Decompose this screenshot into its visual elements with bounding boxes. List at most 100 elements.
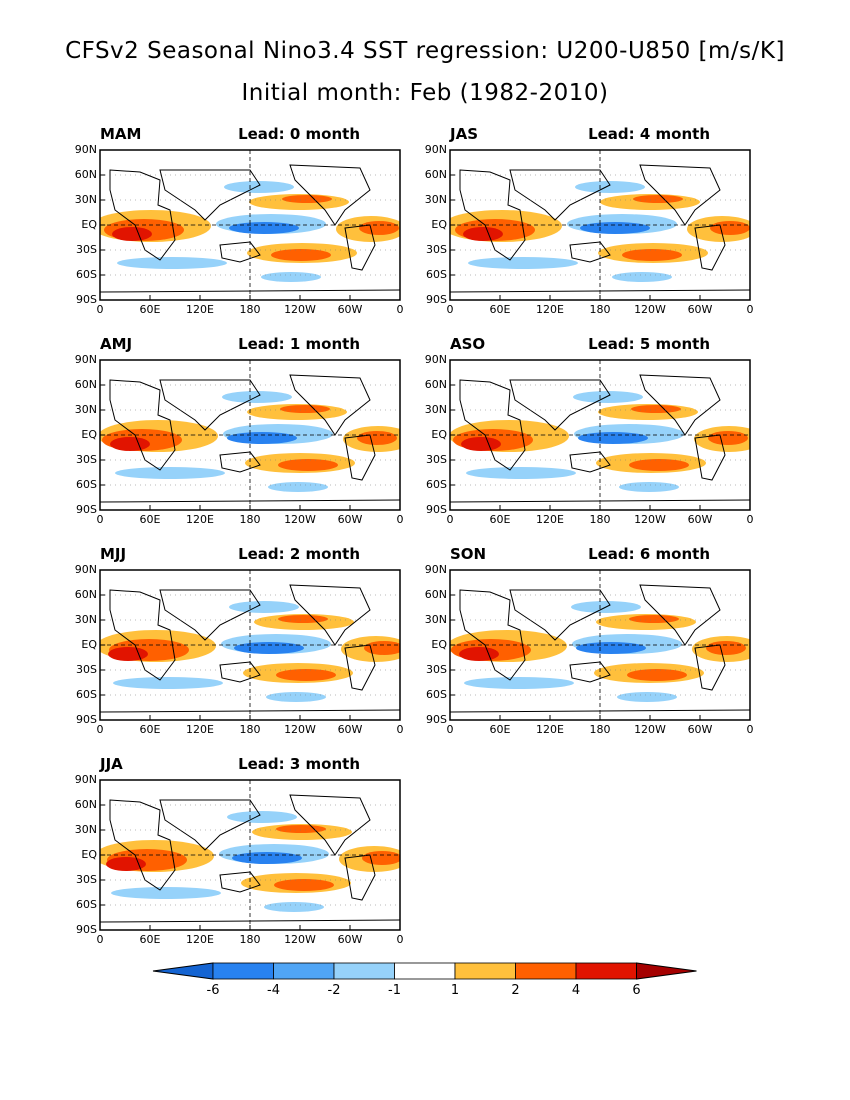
panel-lead-label: Lead: 0 month (238, 125, 360, 143)
anomaly-region (227, 811, 297, 823)
panel-season-label: ASO (450, 335, 486, 353)
x-tick-label: 180 (239, 723, 261, 736)
panel-map (99, 149, 401, 301)
y-tick-label: EQ (81, 428, 97, 441)
x-tick-label: 180 (589, 723, 611, 736)
panel-mam: MAM Lead: 0 month 90N 60N 30N EQ 30S 60S 90S 0 60E… (60, 125, 404, 325)
x-tick-label: 180 (239, 513, 261, 526)
x-tick-label: 120W (634, 513, 666, 526)
panel-lead-label: Lead: 4 month (588, 125, 710, 143)
y-tick-label: 90N (424, 353, 447, 366)
colorbar-bin (515, 962, 577, 980)
x-tick-label: 120E (186, 933, 214, 946)
x-tick-label: 0 (446, 513, 454, 526)
x-tick-label: 120E (186, 513, 214, 526)
colorbar-bin (454, 962, 516, 980)
panel-season-label: MJJ (100, 545, 127, 563)
coastline (159, 799, 261, 851)
y-tick-label: 60S (426, 478, 447, 491)
anomaly-region (463, 227, 503, 241)
y-tick-label: 30S (426, 453, 447, 466)
anomaly-region (274, 879, 334, 891)
x-tick-label: 180 (589, 303, 611, 316)
anomaly-region (710, 221, 750, 235)
y-tick-label: 60N (74, 588, 97, 601)
panel-map (449, 569, 751, 721)
anomaly-region (580, 222, 650, 234)
anomaly-region (364, 641, 400, 655)
anomaly-region (362, 851, 400, 865)
colorbar-tick-label: -4 (267, 983, 280, 998)
anomaly-region (617, 692, 677, 702)
y-tick-label: 90N (424, 143, 447, 156)
y-tick-label: EQ (431, 428, 447, 441)
coastline (159, 169, 261, 221)
panel-lead-label: Lead: 5 month (588, 335, 710, 353)
anomaly-region (261, 272, 321, 282)
colorbar: -6 -4 -2 -1 1 2 4 6 (0, 955, 850, 1005)
x-tick-label: 120W (284, 933, 316, 946)
anomaly-region (229, 222, 299, 234)
panel-map (449, 359, 751, 511)
x-tick-label: 0 (446, 723, 454, 736)
y-tick-label: 90N (74, 143, 97, 156)
y-tick-label: 60S (76, 268, 97, 281)
x-tick-label: 60E (489, 723, 511, 736)
y-tick-label: 30N (74, 403, 97, 416)
y-tick-label: 30S (426, 243, 447, 256)
colorbar-tick-label: -2 (327, 983, 341, 998)
colorbar-bin (273, 962, 335, 980)
anomaly-region (622, 249, 682, 261)
y-tick-label: 90N (74, 773, 97, 786)
x-tick-label: 60W (337, 303, 363, 316)
panel-map (449, 149, 751, 301)
x-tick-label: 60E (489, 513, 511, 526)
panel-season-label: JJA (100, 755, 123, 773)
anomaly-region (575, 181, 645, 193)
anomaly-region (110, 437, 150, 451)
panel-lead-label: Lead: 2 month (238, 545, 360, 563)
y-tick-label: 90N (74, 563, 97, 576)
chart-title: CFSv2 Seasonal Nino3.4 SST regression: U… (65, 38, 785, 64)
y-tick-label: 30N (74, 193, 97, 206)
anomaly-region (576, 642, 646, 654)
anomaly-region (276, 825, 326, 833)
x-tick-label: 0 (746, 303, 754, 316)
y-tick-label: 60S (76, 898, 97, 911)
x-tick-label: 60W (337, 723, 363, 736)
x-tick-label: 0 (96, 933, 104, 946)
anomaly-region (278, 459, 338, 471)
anomaly-region (111, 887, 221, 899)
colorbar-bin (575, 962, 637, 980)
coastline (159, 589, 261, 641)
panel-jas: JAS Lead: 4 month 90N 60N 30N EQ 30S 60S 90S 0 60E… (410, 125, 754, 325)
x-tick-label: 0 (396, 513, 404, 526)
y-tick-label: 30N (74, 823, 97, 836)
x-tick-label: 60W (337, 513, 363, 526)
x-tick-label: 0 (446, 303, 454, 316)
panel-season-label: JAS (450, 125, 478, 143)
anomaly-region (276, 669, 336, 681)
x-tick-label: 120E (536, 513, 564, 526)
y-tick-label: EQ (81, 218, 97, 231)
x-tick-label: 60W (687, 723, 713, 736)
anomaly-region (113, 677, 223, 689)
anomaly-region (708, 431, 748, 445)
colorbar-tick-label: -6 (206, 983, 220, 998)
panel-season-label: AMJ (100, 335, 133, 353)
chart-subtitle: Initial month: Feb (1982-2010) (241, 80, 609, 106)
anomaly-region (115, 467, 225, 479)
x-tick-label: 60E (139, 933, 161, 946)
anomaly-region (631, 405, 681, 413)
panel-lead-label: Lead: 3 month (238, 755, 360, 773)
x-tick-label: 120E (536, 723, 564, 736)
coastline (459, 169, 526, 261)
y-tick-label: 60N (74, 378, 97, 391)
anomaly-region (234, 642, 304, 654)
colorbar-svg (152, 962, 697, 980)
anomaly-region (612, 272, 672, 282)
anomaly-region (112, 227, 152, 241)
y-tick-label: 90S (426, 293, 447, 306)
anomaly-region (268, 482, 328, 492)
y-tick-label: 60N (424, 378, 447, 391)
